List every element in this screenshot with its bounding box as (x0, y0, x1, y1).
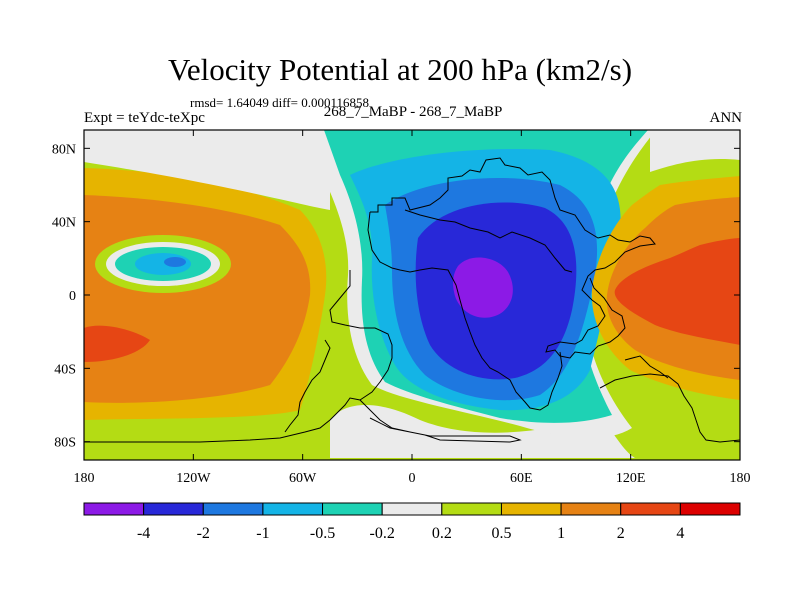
colorbar-swatch (381, 502, 443, 516)
x-tick-label: 60W (289, 471, 317, 486)
colorbar-level-label: -0.5 (310, 525, 335, 542)
chart-title: Velocity Potential at 200 hPa (km2/s) (167, 52, 633, 87)
colorbar-swatch (441, 502, 502, 516)
colorbar-swatch (83, 502, 145, 516)
colorbar-swatch (202, 502, 264, 516)
x-tick-label: 180 (730, 471, 751, 486)
x-tick-label: 0 (409, 471, 416, 486)
colorbar-swatch (262, 502, 324, 516)
colorbar-level-label: -4 (137, 525, 150, 542)
stats-label: rmsd= 1.64049 diff= 0.000116858 (190, 95, 369, 110)
y-tick-label: 0 (69, 289, 76, 304)
coastline-australia (599, 373, 740, 443)
colorbar-level-label: 4 (676, 525, 684, 542)
contour-fills (84, 130, 740, 460)
coastline-south-america (284, 339, 331, 433)
fill-east-red (614, 238, 740, 345)
coastline-africa-west (367, 211, 563, 411)
fill-west-red (84, 325, 150, 362)
colorbar-level-label: -0.2 (370, 525, 395, 542)
colorbar-swatch (322, 502, 383, 516)
y-tick-label: 40S (54, 362, 76, 377)
colorbar-swatch (560, 502, 622, 516)
colorbar-level-label: 1 (557, 525, 565, 542)
y-axis: 80N 40N 0 40S 80S (52, 142, 740, 451)
coastline-maritime (624, 355, 669, 379)
colorbar-swatch (500, 502, 562, 516)
y-tick-label: 80N (52, 142, 76, 157)
fill-north-white (84, 130, 330, 210)
x-tick-label: 120W (176, 471, 211, 486)
fill-central-purple (453, 257, 513, 318)
fill-northeast-white (650, 130, 740, 172)
fill-south-white (330, 405, 635, 458)
colorbar: -4 -2 -1 -0.5 -0.2 0.2 0.5 1 2 4 (83, 502, 741, 542)
colorbar-level-label: 0.5 (491, 525, 511, 542)
coastline-mediterranean (404, 209, 573, 273)
coastline-north-america (329, 270, 393, 401)
x-tick-label: 180 (74, 471, 95, 486)
y-tick-label: 40N (52, 216, 76, 231)
season-label: ANN (709, 110, 743, 126)
coastline-antarctica (84, 397, 522, 443)
colorbar-swatch (620, 502, 681, 516)
coastline-africa-eurasia (370, 157, 656, 359)
case-label: 268_7_MaBP - 268_7_MaBP (323, 104, 503, 120)
experiment-label: Expt = teYdc-teXpc (84, 110, 205, 126)
colorbar-level-label: -1 (256, 525, 269, 542)
colorbar-level-label: 2 (617, 525, 625, 542)
fill-west-darkorange (84, 195, 311, 403)
colorbar-swatch (143, 502, 204, 516)
y-tick-label: 80S (54, 436, 76, 451)
x-tick-label: 60E (510, 471, 533, 486)
colorbar-level-label: -2 (197, 525, 210, 542)
colorbar-level-label: 0.2 (432, 525, 452, 542)
fill-ring-blue (164, 257, 186, 267)
colorbar-swatch (679, 502, 741, 516)
continent-outlines (84, 157, 740, 443)
x-axis: 180 120W 60W 0 60E 120E 180 (74, 130, 751, 486)
x-tick-label: 120E (616, 471, 646, 486)
